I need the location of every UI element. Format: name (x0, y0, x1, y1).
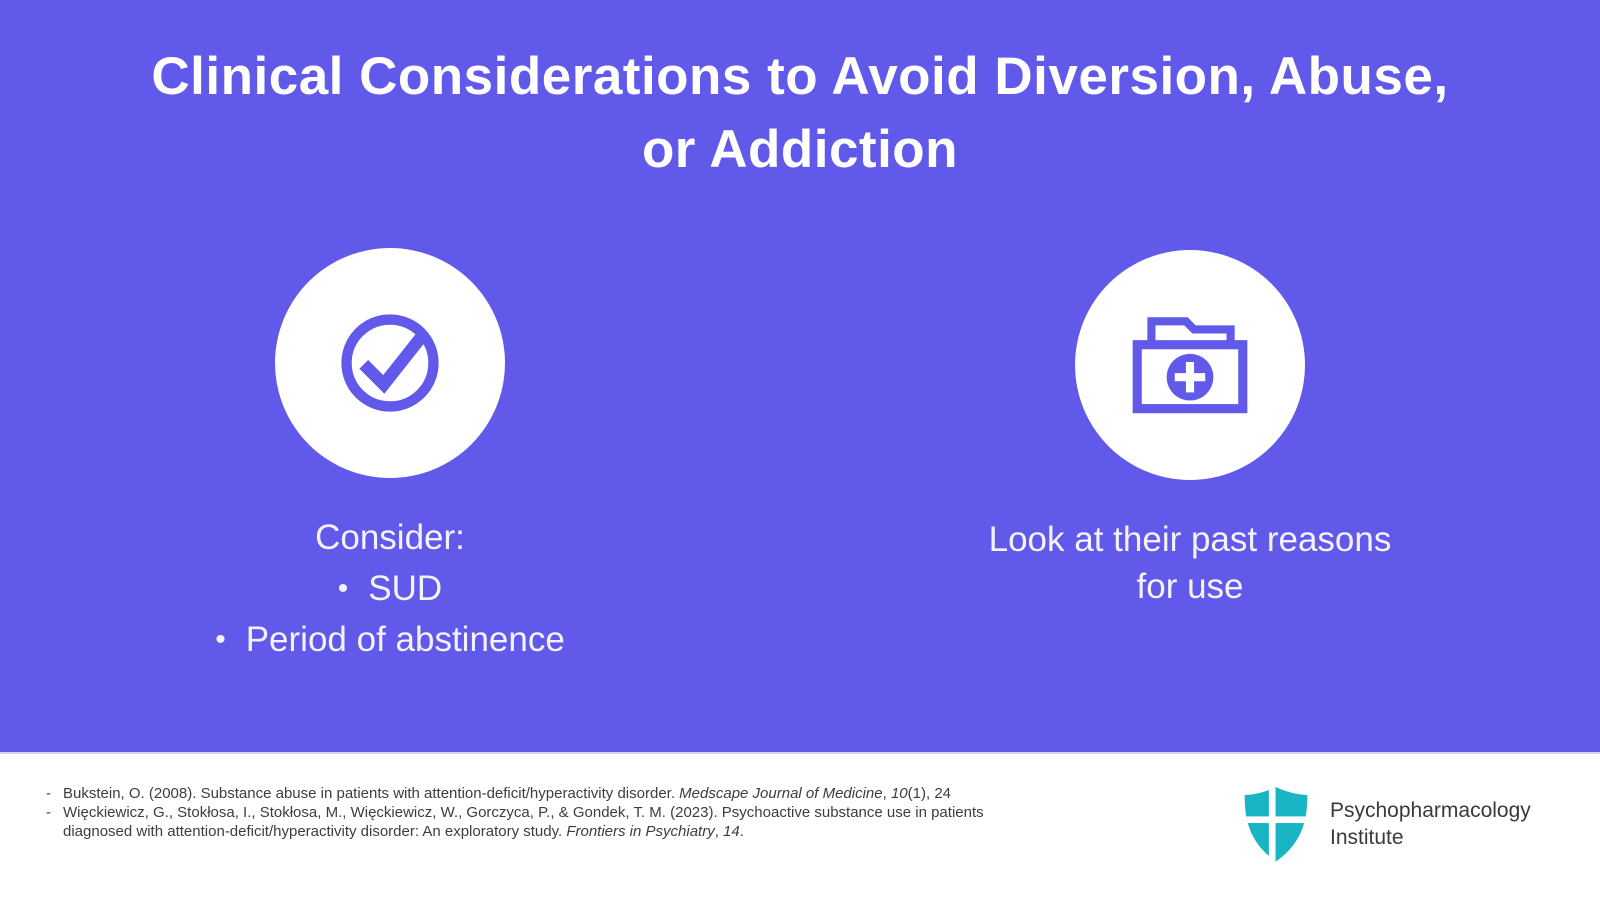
reference-marker: - (46, 785, 51, 802)
bullet-marker: • (337, 572, 349, 605)
bullet-marker: • (215, 623, 226, 656)
institute-name-line-1: Psychopharmacology (1330, 799, 1531, 822)
reference-text: Bukstein, O. (2008). Substance abuse in … (63, 785, 952, 802)
institute-name-line-2: Institute (1330, 826, 1404, 849)
consider-heading: Consider: (315, 518, 465, 557)
reference-marker: - (46, 804, 51, 821)
shield-cross-icon (1238, 782, 1314, 866)
folder-plus-badge (1075, 250, 1305, 480)
column-past-reasons: Look at their past reasons for use (880, 250, 1500, 610)
past-reasons-line-2: for use (1136, 567, 1244, 606)
institute-name: Psychopharmacology Institute (1330, 797, 1531, 851)
bullet-item-abstinence: • Period of abstinence (215, 614, 565, 665)
reference-item: - Bukstein, O. (2008). Substance abuse in… (46, 784, 986, 803)
references-list: - Bukstein, O. (2008). Substance abuse in… (46, 784, 986, 841)
reference-item: - Więckiewicz, G., Stokłosa, I., Stokłosa… (46, 803, 986, 841)
folder-plus-icon (1123, 308, 1257, 422)
bullet-item-sud: • SUD (215, 563, 565, 614)
page-title-line-1: Clinical Considerations to Avoid Diversi… (151, 47, 1449, 106)
check-circle-icon (321, 294, 459, 432)
bullet-item-label: SUD (368, 569, 443, 608)
past-reasons-text: Look at their past reasons for use (989, 516, 1392, 610)
institute-logo: Psychopharmacology Institute (1238, 782, 1531, 866)
column-consider: Consider: • SUD • Period of abstinence (90, 248, 690, 665)
page-title-line-2: or Addiction (641, 120, 959, 179)
reference-text: Więckiewicz, G., Stokłosa, I., Stokłosa,… (63, 804, 984, 840)
check-circle-badge (275, 248, 505, 478)
past-reasons-line-1: Look at their past reasons (988, 520, 1392, 559)
bullet-item-label: Period of abstinence (245, 620, 565, 659)
page-title: Clinical Considerations to Avoid Diversi… (0, 40, 1600, 186)
consider-text-block: Consider: • SUD • Period of abstinence (215, 512, 565, 665)
footer: - Bukstein, O. (2008). Substance abuse in… (0, 752, 1600, 899)
